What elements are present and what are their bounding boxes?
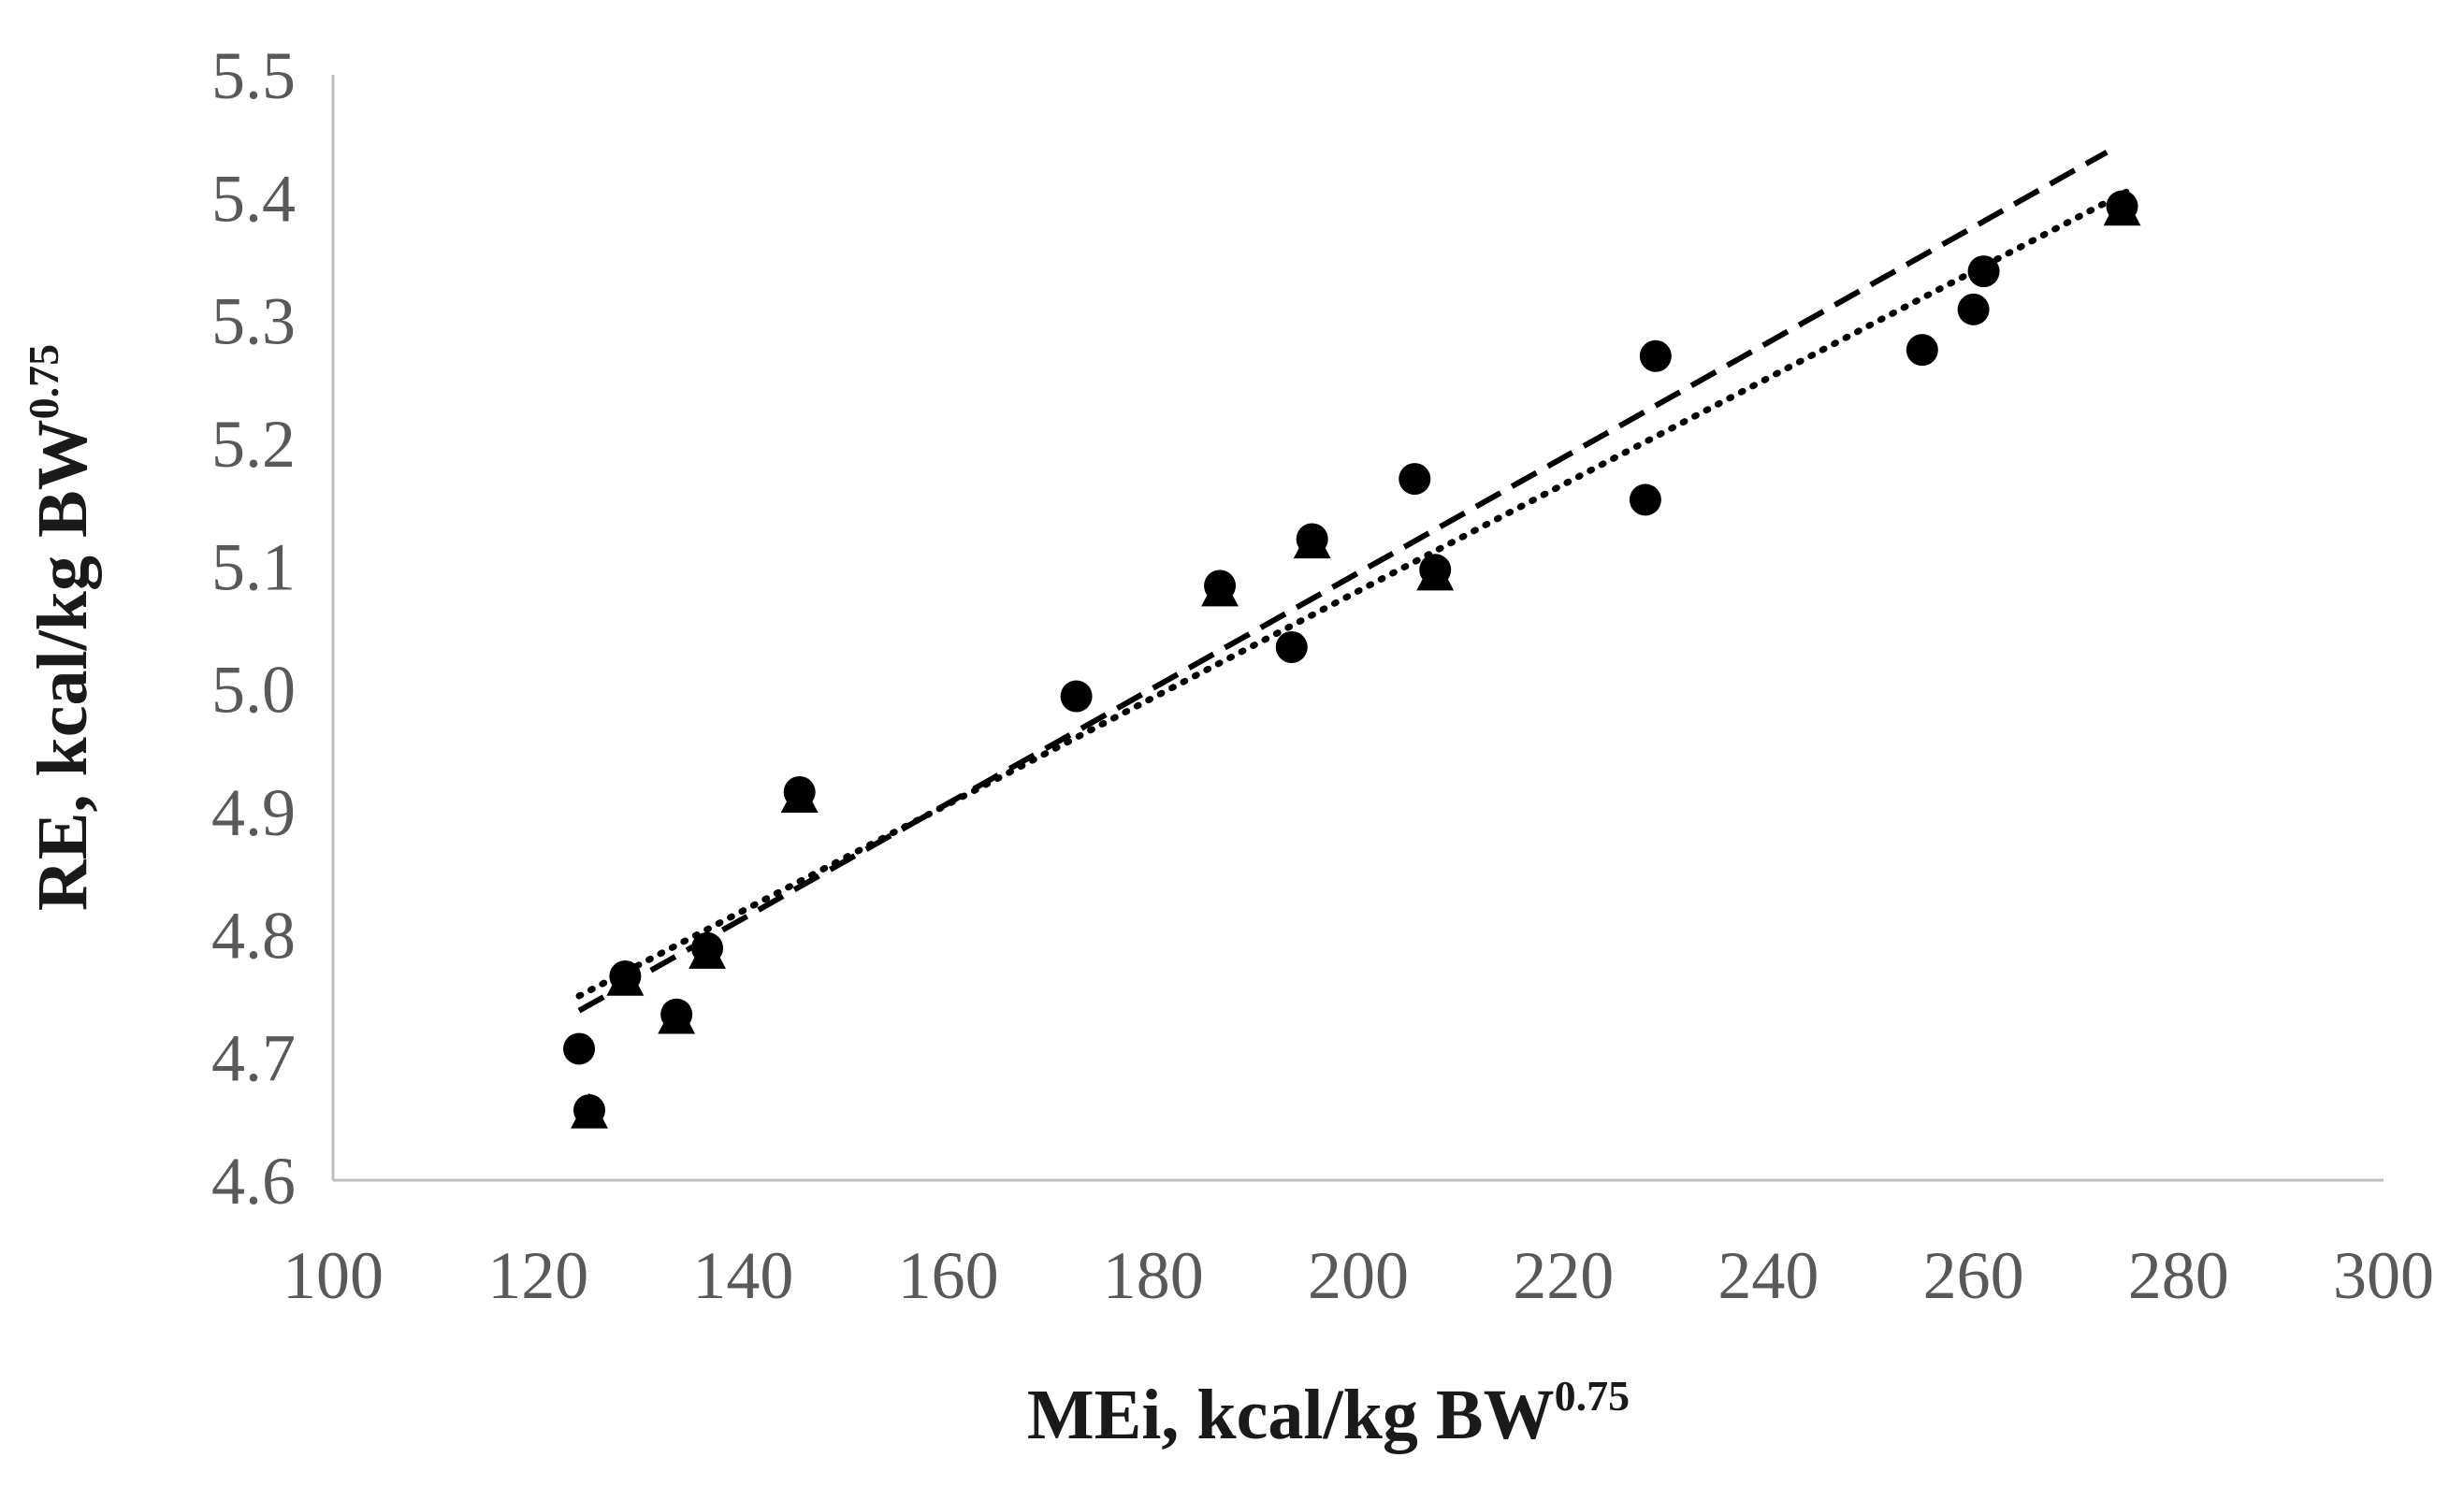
circle-marker	[1967, 255, 2000, 288]
x-tick-label: 140	[692, 1238, 793, 1313]
y-tick-label: 5.3	[211, 284, 296, 359]
y-tick-labels: 4.6 4.7 4.8 4.9 5.0 5.1 5.2 5.3 5.4 5.5	[211, 38, 296, 1219]
data-points	[563, 190, 2141, 1129]
x-tick-label: 200	[1308, 1238, 1409, 1313]
circle-marker	[609, 959, 642, 992]
circle-marker	[1419, 554, 1452, 586]
y-tick-label: 5.2	[211, 407, 296, 482]
y-axis-title: RE, kcal/kg BW0.75	[20, 344, 102, 911]
circle-marker	[1399, 463, 1431, 496]
y-tick-label: 5.5	[211, 38, 296, 113]
y-tick-label: 5.1	[211, 529, 296, 604]
x-tick-label: 300	[2333, 1238, 2434, 1313]
x-tick-label: 160	[898, 1238, 999, 1313]
x-tick-label: 240	[1718, 1238, 1819, 1313]
x-axis-title-text: MEi, kcal/kg BW	[1027, 1376, 1555, 1454]
x-tick-label: 220	[1513, 1238, 1614, 1313]
y-axis-title-superscript: 0.75	[20, 344, 67, 420]
y-tick-label: 5.0	[211, 653, 296, 728]
circle-marker	[1275, 631, 1308, 664]
circle-marker	[1957, 293, 1990, 325]
circle-marker	[1296, 523, 1328, 555]
x-axis-title-superscript: 0.75	[1555, 1372, 1631, 1420]
y-tick-label: 4.9	[211, 775, 296, 850]
y-tick-label: 4.7	[211, 1021, 296, 1096]
circle-marker	[1906, 334, 1938, 367]
y-tick-label: 4.6	[211, 1144, 296, 1219]
circle-marker	[1060, 680, 1093, 713]
circle-marker	[1629, 483, 1661, 516]
x-tick-label: 100	[283, 1238, 384, 1313]
circle-marker	[691, 931, 724, 964]
trendlines	[575, 150, 2131, 1014]
x-tick-label: 120	[487, 1238, 588, 1313]
y-tick-label: 4.8	[211, 898, 296, 973]
dashed-trendline	[577, 150, 2109, 1014]
dotted-trendline	[575, 188, 2131, 1000]
y-tick-label: 5.4	[211, 161, 296, 236]
circle-marker	[1639, 339, 1672, 372]
y-axis-title-text: RE, kcal/kg BW	[23, 419, 102, 911]
axes	[331, 75, 2384, 1182]
x-tick-labels: 100 120 140 160 180 200 220 240 260 280 300	[283, 1238, 2434, 1313]
circle-marker	[2106, 190, 2138, 223]
x-tick-label: 260	[1923, 1238, 2024, 1313]
circle-marker	[660, 998, 693, 1031]
circle-marker	[783, 775, 816, 808]
circle-marker	[1204, 570, 1237, 602]
x-axis-title: MEi, kcal/kg BW0.75	[1027, 1372, 1630, 1454]
circle-marker	[573, 1094, 605, 1127]
circle-marker	[563, 1032, 596, 1065]
x-tick-label: 180	[1103, 1238, 1204, 1313]
x-tick-label: 280	[2128, 1238, 2229, 1313]
